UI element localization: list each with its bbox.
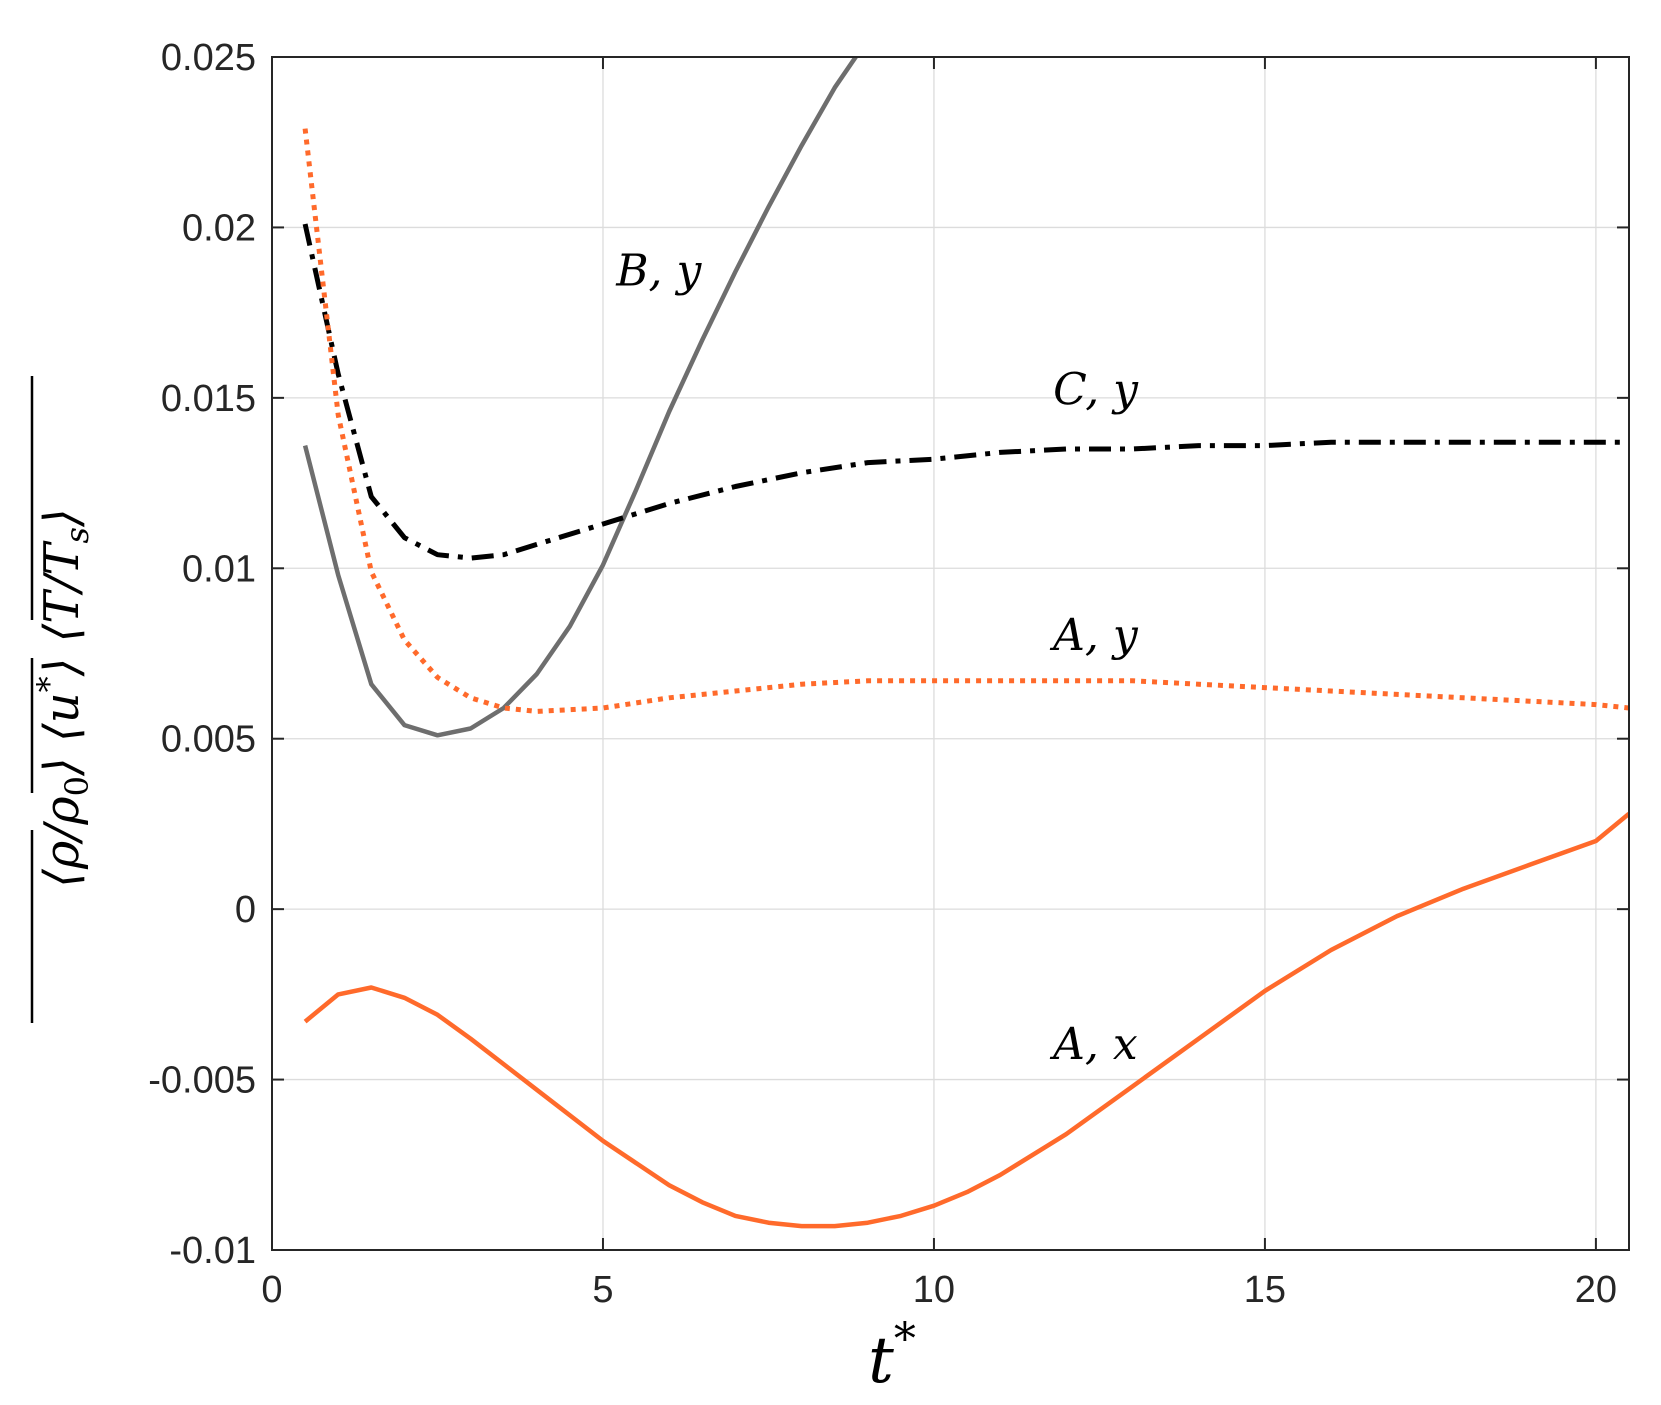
series-lines xyxy=(302,57,1629,1229)
series-annotation: C, y xyxy=(1053,365,1139,416)
grid-lines xyxy=(272,57,1629,1250)
x-tick-label: 20 xyxy=(1575,1269,1617,1311)
x-axis-title: t* xyxy=(868,1314,916,1398)
series-line-a-y xyxy=(302,128,1629,714)
y-tick-label: 0 xyxy=(235,889,256,931)
series-line-b-y xyxy=(302,57,859,738)
plot-frame xyxy=(271,56,1630,1251)
y-tick-label: -0.01 xyxy=(169,1230,256,1272)
y-tick-label: -0.005 xyxy=(148,1060,256,1102)
svg-text:⟨ρ/ρ0⟩ ⟨u*⟩ ⟨T/Ts⟩: ⟨ρ/ρ0⟩ ⟨u*⟩ ⟨T/Ts⟩ xyxy=(30,508,96,887)
series-line-c-y xyxy=(302,223,1629,561)
series-annotation: A, x xyxy=(1049,1019,1138,1070)
x-tick-label: 0 xyxy=(261,1269,282,1311)
series-annotation: A, y xyxy=(1049,610,1139,661)
x-tick-label: 5 xyxy=(592,1269,613,1311)
y-tick-label: 0.02 xyxy=(182,207,256,249)
y-tick-label: 0.015 xyxy=(161,378,256,420)
series-annotations: B, y C, y A, y A, x xyxy=(615,245,1139,1070)
axis-ticks: 0 5 10 15 20 -0.01 -0.005 0 0.005 0.01 0.015 0.02 0.… xyxy=(148,37,1629,1311)
x-tick-label: 15 xyxy=(1244,1269,1286,1311)
series-line-a-x xyxy=(303,811,1629,1229)
series-annotation: B, y xyxy=(615,245,702,296)
y-tick-label: 0.005 xyxy=(161,719,256,761)
x-tick-label: 10 xyxy=(913,1269,955,1311)
y-axis-title: ⟨ρ/ρ0⟩ ⟨u*⟩ ⟨T/Ts⟩ xyxy=(30,376,96,1023)
y-tick-label: 0.01 xyxy=(182,548,256,590)
y-tick-label: 0.025 xyxy=(161,37,256,79)
